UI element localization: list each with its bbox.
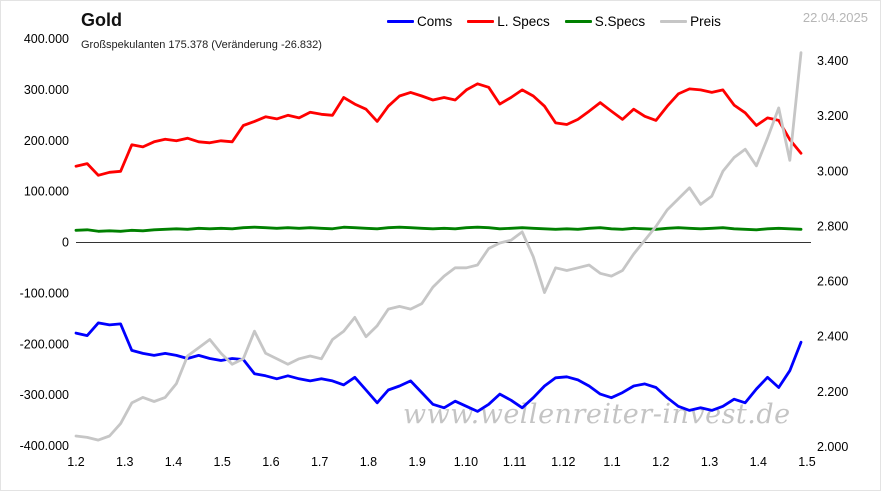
legend-swatch-coms xyxy=(387,20,414,23)
legend-label-preis: Preis xyxy=(690,14,721,29)
x-axis-label: 1.3 xyxy=(701,455,718,469)
x-axis-label: 1.10 xyxy=(454,455,478,469)
chart-subtitle: Großspekulanten 175.378 (Veränderung -26… xyxy=(81,39,322,51)
series-line-coms xyxy=(74,321,803,413)
series-line-preis xyxy=(74,51,803,442)
x-axis-label: 1.11 xyxy=(503,455,526,469)
x-axis-label: 1.6 xyxy=(262,455,279,469)
left-axis-label: -200.000 xyxy=(20,337,69,351)
right-axis-label: 2.000 xyxy=(817,440,848,454)
legend-item-preis: Preis xyxy=(660,14,721,29)
left-axis-label: -400.000 xyxy=(20,439,69,453)
left-axis-label: 300.000 xyxy=(24,83,69,97)
x-axis-label: 1.4 xyxy=(165,455,182,469)
x-axis-label: 1.5 xyxy=(798,455,815,469)
left-axis-label: 200.000 xyxy=(24,134,69,148)
x-axis-label: 1.2 xyxy=(67,455,84,469)
right-axis-label: 2.400 xyxy=(817,330,848,344)
x-axis-label: 1.2 xyxy=(652,455,669,469)
report-date: 22.04.2025 xyxy=(802,10,868,25)
left-axis-label: -100.000 xyxy=(20,286,69,300)
x-axis-label: 1.3 xyxy=(116,455,133,469)
legend-label-large-specs: L. Specs xyxy=(497,14,550,29)
legend-swatch-large-specs xyxy=(467,20,495,23)
x-axis-label: 1.7 xyxy=(311,455,328,469)
right-axis-label: 3.400 xyxy=(817,54,848,68)
x-axis-label: 1.8 xyxy=(360,455,377,469)
left-axis-label: 100.000 xyxy=(24,185,69,199)
right-axis-label: 3.000 xyxy=(817,164,848,178)
series-line-s-specs xyxy=(74,225,803,233)
series-line-l-specs xyxy=(74,82,803,177)
x-axis-label: 1.5 xyxy=(214,455,231,469)
page-title: Gold xyxy=(81,10,122,30)
legend-label-small-specs: S.Specs xyxy=(594,14,646,29)
x-axis-label: 1.9 xyxy=(408,455,425,469)
right-axis-label: 2.600 xyxy=(817,275,848,289)
left-axis-label: 400.000 xyxy=(24,32,69,46)
x-axis-label: 1.12 xyxy=(551,455,575,469)
legend-swatch-small-specs xyxy=(564,20,592,23)
legend-item-coms: Coms xyxy=(387,14,452,29)
legend-item-large-specs: L. Specs xyxy=(467,14,550,29)
legend-swatch-preis xyxy=(660,20,688,23)
x-axis-label: 1.1 xyxy=(603,455,620,469)
legend-item-small-specs: S.Specs xyxy=(564,14,646,29)
right-axis-label: 2.800 xyxy=(817,219,848,233)
x-axis-label: 1.4 xyxy=(750,455,767,469)
right-axis-label: 2.200 xyxy=(817,385,848,399)
right-axis-label: 3.200 xyxy=(817,109,848,123)
legend-label-coms: Coms xyxy=(417,14,453,29)
legend: Coms L. Specs S.Specs Preis xyxy=(387,14,721,29)
left-axis-label: -300.000 xyxy=(20,388,69,402)
left-axis-label: 0 xyxy=(62,236,69,250)
